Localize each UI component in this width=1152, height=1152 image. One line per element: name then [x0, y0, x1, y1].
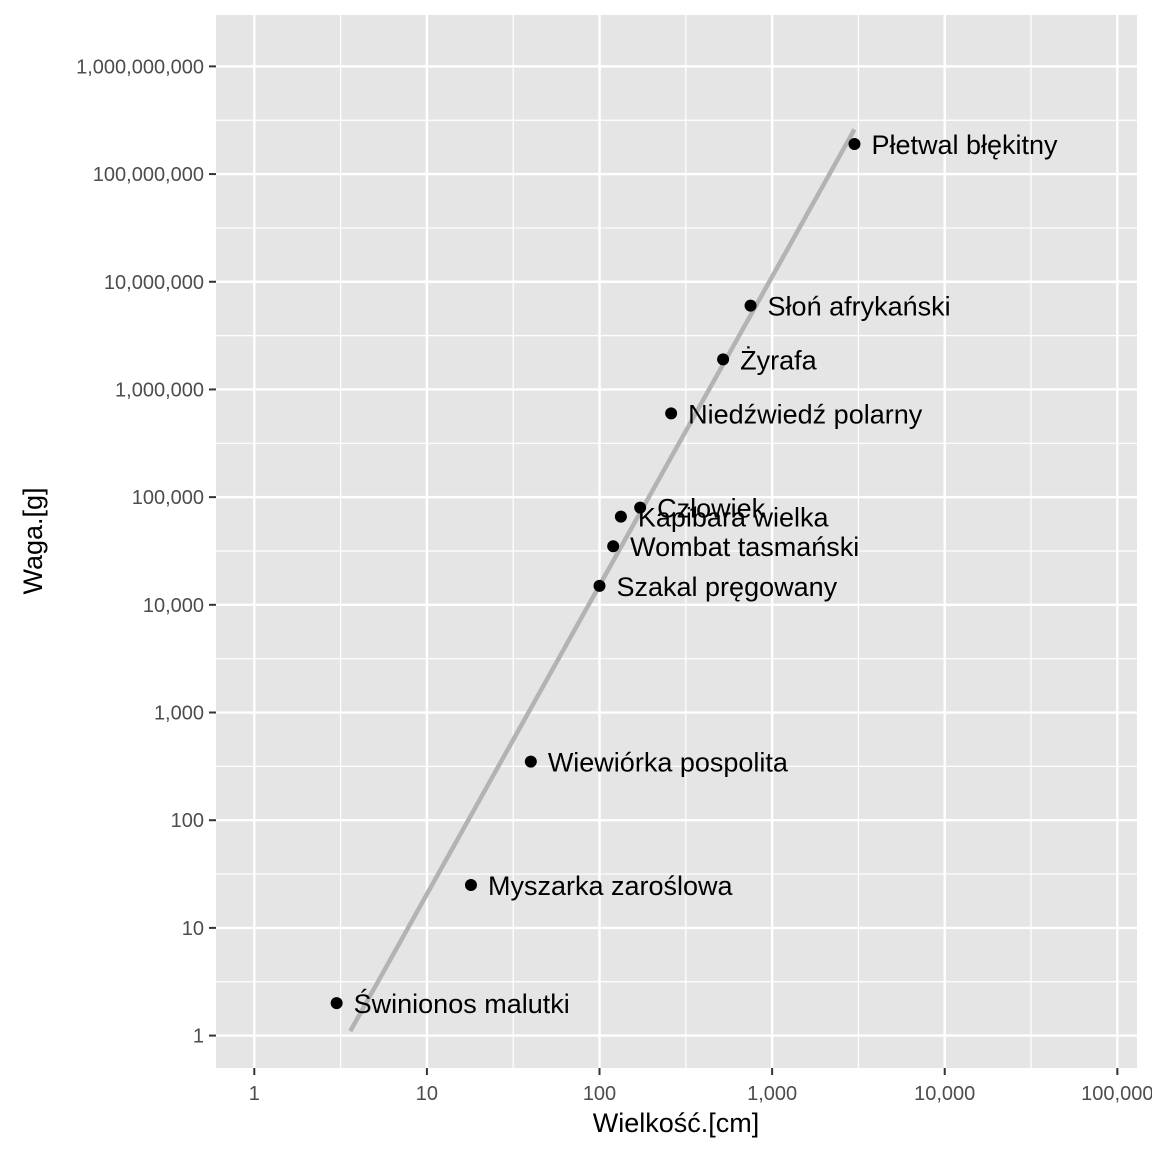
data-point: [634, 501, 647, 514]
x-tick-label: 1,000: [747, 1083, 797, 1105]
point-label: Słoń afrykański: [768, 292, 951, 322]
data-point: [607, 540, 620, 553]
data-point: [665, 407, 678, 420]
data-point: [614, 510, 627, 523]
y-tick-label: 10: [182, 918, 204, 940]
y-tick-label: 1,000: [154, 703, 204, 725]
x-tick-label: 100: [583, 1083, 616, 1105]
x-axis: 1 10 100 1,000 10,000 100,000: [249, 1068, 1152, 1105]
y-axis: 1 10 100 1,000 10,000 100,000 1,000,000 10,000,…: [76, 56, 216, 1048]
data-point: [330, 997, 343, 1010]
data-point: [717, 353, 730, 366]
y-tick-label: 100,000,000: [93, 164, 204, 186]
y-tick-label: 1,000,000: [115, 379, 204, 401]
point-labels-layer: Świnionos malutki Myszarka zaroślowa Wiewi…: [354, 130, 1058, 1019]
x-axis-title: Wielkość.[cm]: [593, 1108, 760, 1138]
plot-panel: [216, 15, 1137, 1068]
trend-line-layer: [348, 128, 857, 1033]
point-label: Kapibara wielka: [638, 503, 830, 533]
y-tick-label: 10,000: [143, 595, 204, 617]
points-layer: [330, 138, 861, 1010]
y-tick-label: 1: [193, 1026, 204, 1048]
point-label: Szakal pręgowany: [617, 572, 838, 602]
data-point: [524, 755, 537, 768]
y-axis-title: Waga.[g]: [18, 487, 48, 594]
x-tick-label: 100,000: [1081, 1083, 1152, 1105]
data-point: [848, 138, 861, 151]
data-point: [744, 299, 757, 312]
y-tick-label: 100,000: [132, 487, 204, 509]
y-tick-label: 10,000,000: [104, 272, 204, 294]
x-tick-label: 1: [249, 1083, 260, 1105]
point-label: Myszarka zaroślowa: [488, 871, 734, 901]
data-point: [593, 579, 606, 592]
point-label: Płetwal błękitny: [871, 130, 1058, 160]
point-label: Wiewiórka pospolita: [548, 748, 789, 778]
x-tick-label: 10: [416, 1083, 438, 1105]
y-tick-label: 1,000,000,000: [76, 56, 204, 78]
point-label: Wombat tasmański: [630, 532, 859, 562]
trend-line: [348, 128, 857, 1033]
data-point: [464, 879, 477, 892]
point-label: Żyrafa: [740, 344, 818, 375]
y-tick-label: 100: [171, 810, 204, 832]
point-label: Niedźwiedź polarny: [688, 399, 923, 429]
point-label: Świnionos malutki: [354, 987, 570, 1019]
point-label: Człowiek: [657, 494, 766, 524]
x-tick-label: 10,000: [914, 1083, 975, 1105]
